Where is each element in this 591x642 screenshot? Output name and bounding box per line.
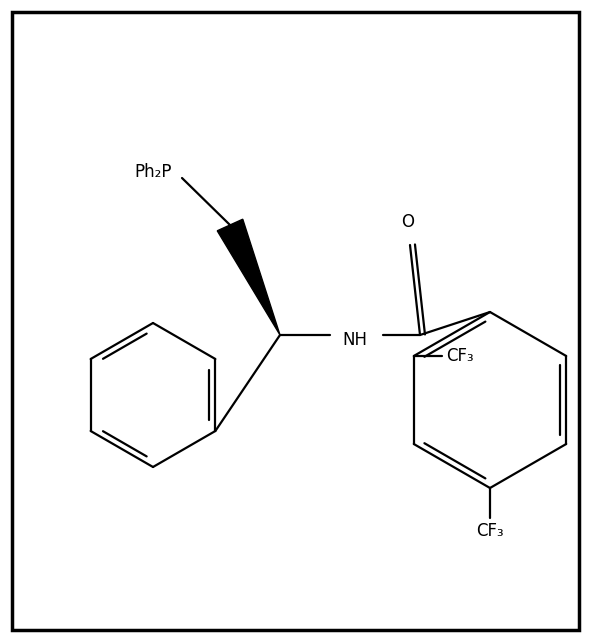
Text: O: O — [401, 213, 414, 231]
Text: CF₃: CF₃ — [476, 522, 504, 540]
Text: Ph₂P: Ph₂P — [135, 163, 172, 181]
Text: CF₃: CF₃ — [446, 347, 473, 365]
Polygon shape — [217, 219, 280, 335]
Text: NH: NH — [343, 331, 368, 349]
